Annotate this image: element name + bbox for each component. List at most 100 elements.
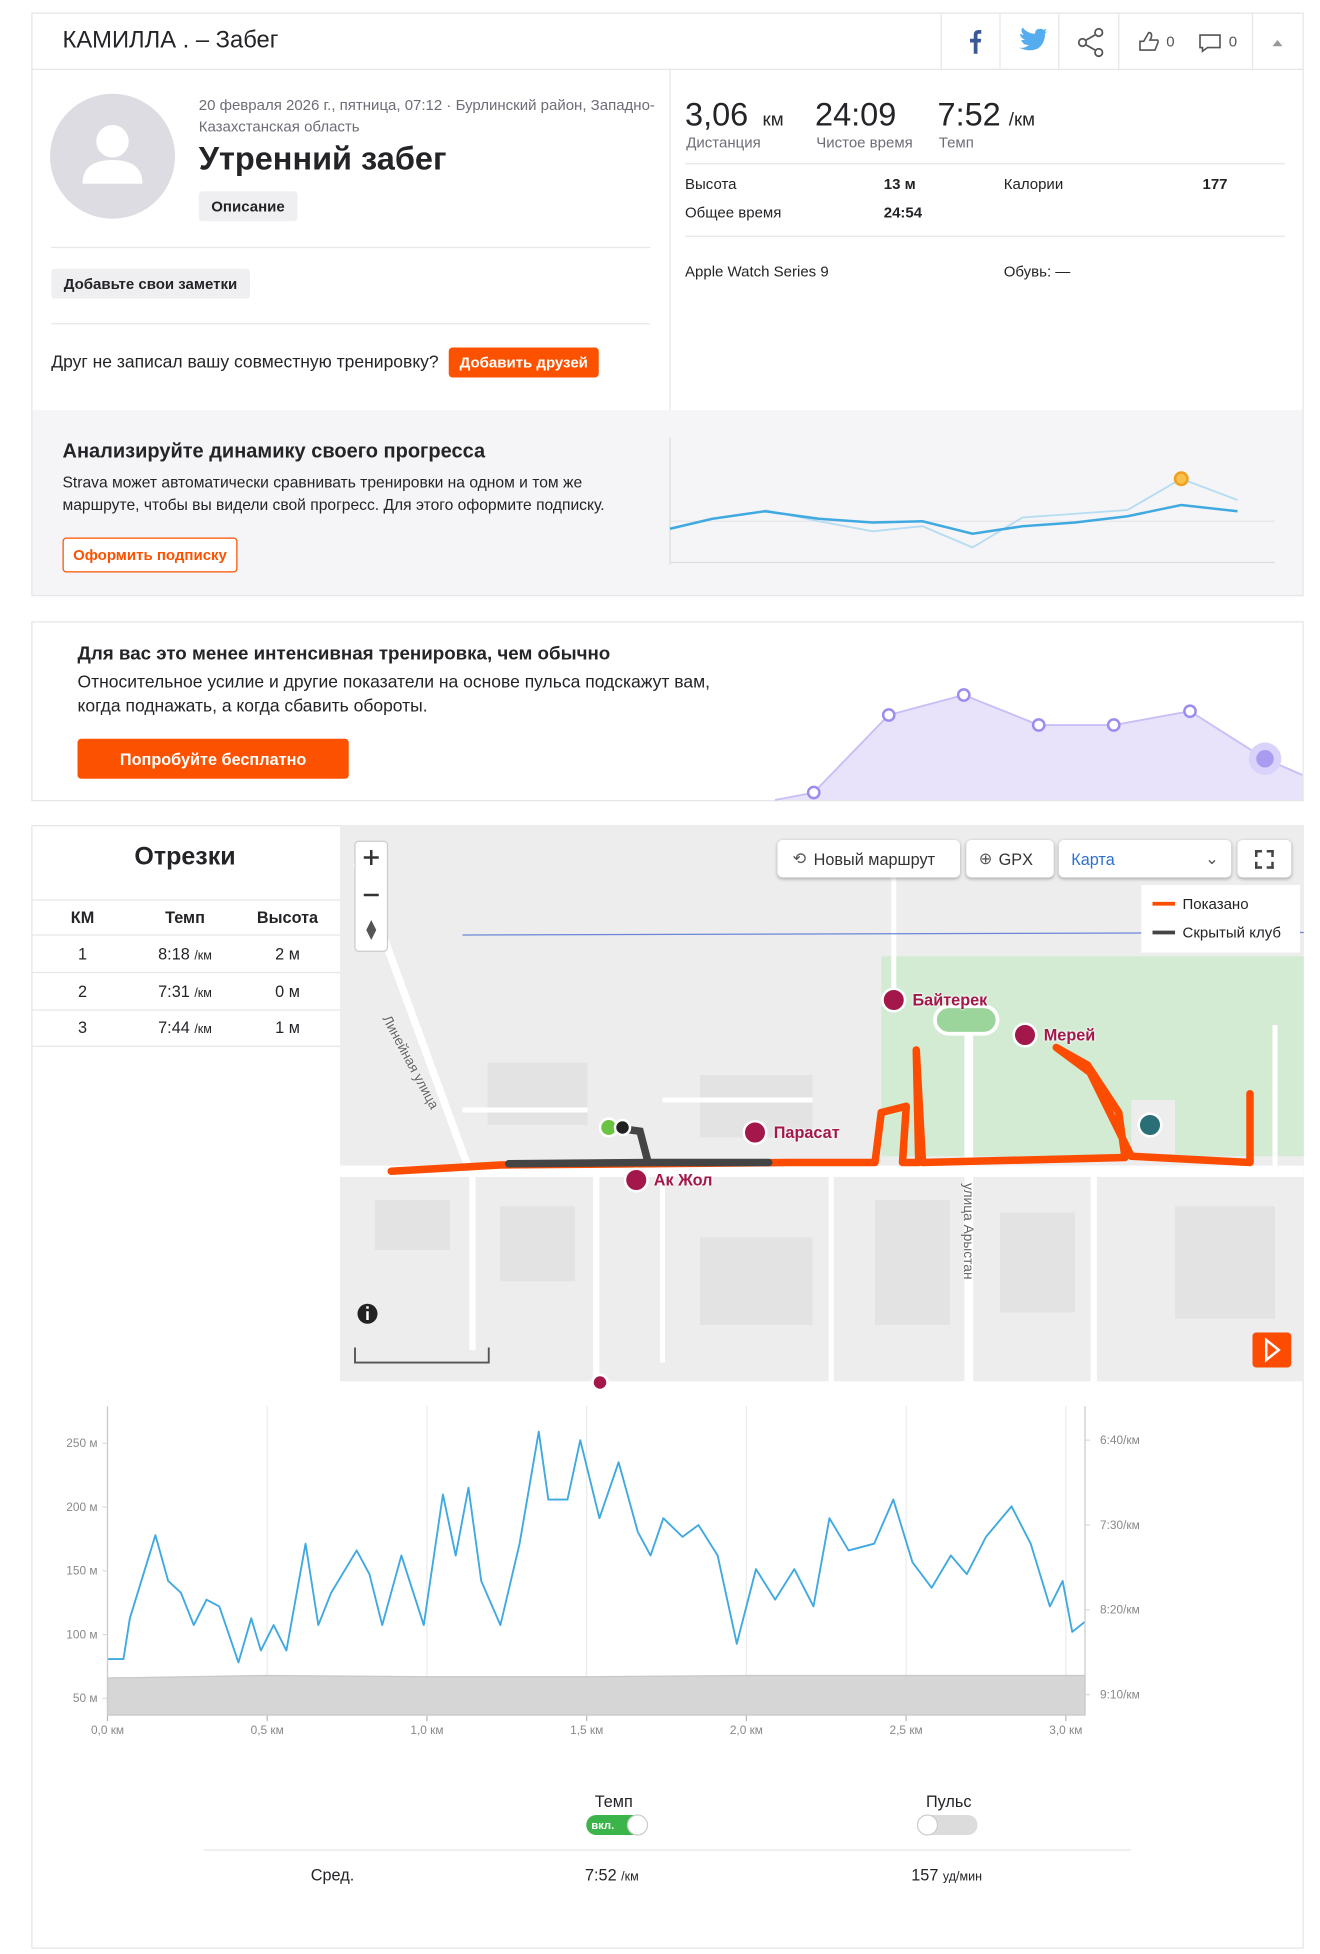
building bbox=[375, 1200, 450, 1250]
y-tick-label: 250 м bbox=[66, 1436, 97, 1450]
flyover-button[interactable] bbox=[1252, 1332, 1292, 1368]
subscribe-button[interactable]: Оформить подписку bbox=[62, 537, 238, 573]
park bbox=[881, 956, 1304, 1157]
trial-button[interactable]: Попробуйте бесплатно bbox=[77, 738, 349, 779]
header-icons bbox=[940, 13, 1254, 69]
promo-text: Strava может автоматически сравнивать тр… bbox=[62, 473, 583, 492]
stat-label: Темп bbox=[938, 133, 974, 152]
illustration-dot bbox=[1256, 750, 1274, 768]
map-pins bbox=[591, 987, 1038, 1392]
button-label: GPX bbox=[998, 849, 1033, 869]
y-tick-label: 50 м bbox=[73, 1691, 98, 1705]
header-title: КАМИЛЛА . – Забег bbox=[62, 27, 279, 54]
y-tick-label: 100 м bbox=[66, 1627, 97, 1641]
share-node bbox=[1077, 37, 1088, 48]
building bbox=[500, 1206, 575, 1282]
pace-chart: 0,0 км 0,5 км 1,0 км 1,5 км 2,0 км 2,5 км 3,0 … bbox=[66, 1406, 1140, 1737]
add-friends-button[interactable]: Добавить друзей bbox=[448, 347, 599, 378]
splits-header: КМ bbox=[70, 908, 95, 927]
route-shown bbox=[387, 1043, 1254, 1175]
facebook-icon[interactable] bbox=[970, 30, 982, 54]
progress-illustration bbox=[669, 437, 1275, 565]
collapse-icon[interactable] bbox=[1272, 40, 1283, 47]
detail-label: Калории bbox=[1003, 175, 1064, 193]
map-type-select[interactable]: Карта ⌄ bbox=[1058, 840, 1232, 878]
download-icon: ⊕ bbox=[978, 848, 993, 868]
split-pace-unit: /км bbox=[194, 986, 212, 1000]
y2-tick-label: 9:10/км bbox=[1100, 1687, 1140, 1701]
share-icon[interactable] bbox=[1077, 27, 1104, 58]
split-km: 1 bbox=[77, 944, 88, 964]
toggle-label: Темп bbox=[594, 1791, 633, 1811]
promo-text: маршруте, чтобы вы видели свой прогресс.… bbox=[62, 496, 605, 514]
x-tick-label: 1,5 км bbox=[570, 1723, 603, 1737]
detail-label: Высота bbox=[685, 175, 737, 193]
stat-value: 7:52 bbox=[937, 95, 1001, 134]
split-pace: 8:18 /км bbox=[158, 944, 212, 963]
split-elevation: 1 м bbox=[275, 1018, 300, 1037]
toggle-state: вкл. bbox=[591, 1818, 615, 1832]
shoes: Обувь: — bbox=[1003, 262, 1071, 281]
y2-tick-label: 7:30/км bbox=[1100, 1518, 1140, 1532]
avg-pace: 7:52 /км bbox=[585, 1866, 639, 1885]
place-label: Ак Жол bbox=[653, 1170, 713, 1190]
y2-tick-label: 8:20/км bbox=[1100, 1603, 1140, 1617]
detail-value: 177 bbox=[1202, 175, 1228, 193]
share-link bbox=[1085, 44, 1096, 51]
split-pace-value: 7:31 bbox=[158, 981, 190, 1000]
illustration-dot bbox=[881, 708, 896, 722]
building bbox=[700, 1237, 813, 1325]
promo-progress-bg bbox=[32, 410, 1303, 595]
like-count[interactable]: 0 bbox=[1166, 32, 1175, 51]
splits-lines bbox=[31, 899, 340, 1047]
compass[interactable] bbox=[366, 920, 377, 940]
splits-header: Темп bbox=[165, 908, 205, 927]
place-label: Мерей bbox=[1043, 1025, 1096, 1045]
play-icon bbox=[1265, 1337, 1281, 1363]
pin bbox=[742, 1120, 768, 1145]
split-km: 3 bbox=[77, 1018, 88, 1037]
avg-unit: уд/мин bbox=[942, 1870, 982, 1885]
route-hidden bbox=[505, 1158, 773, 1168]
x-tick-label: 0,0 км bbox=[91, 1723, 124, 1737]
end-marker bbox=[613, 1118, 632, 1137]
detail-value: 24:54 bbox=[883, 203, 923, 222]
fullscreen-icon bbox=[1255, 849, 1274, 869]
illustration-dot bbox=[1031, 718, 1046, 732]
notes-button[interactable]: Добавьте свои заметки bbox=[51, 268, 250, 299]
promo-text: когда поднажать, а когда сбавить обороты… bbox=[77, 695, 428, 715]
pin bbox=[1012, 1022, 1038, 1048]
illustration-dot bbox=[1106, 718, 1121, 732]
pin bbox=[881, 987, 907, 1013]
place-label: Парасат bbox=[773, 1123, 840, 1142]
fullscreen-button[interactable] bbox=[1237, 840, 1292, 878]
map[interactable] bbox=[340, 825, 1304, 1392]
gpx-button[interactable]: ⊕ GPX bbox=[966, 840, 1054, 878]
share-node bbox=[1094, 47, 1104, 58]
map-legend-box bbox=[1141, 885, 1300, 953]
promo-title: Для вас это менее интенсивная тренировка… bbox=[77, 643, 611, 665]
building bbox=[875, 1200, 950, 1325]
split-pace-unit: /км bbox=[194, 949, 212, 964]
zoom-in[interactable] bbox=[363, 850, 379, 865]
comment-icon[interactable] bbox=[1199, 34, 1221, 53]
toggle-knob bbox=[916, 1814, 939, 1836]
building bbox=[1000, 1212, 1075, 1313]
y-tick-label: 150 м bbox=[66, 1564, 97, 1578]
legend-label: Показано bbox=[1182, 895, 1249, 913]
twitter-icon[interactable] bbox=[1018, 27, 1048, 51]
like-icon[interactable] bbox=[1139, 31, 1159, 51]
comment-count[interactable]: 0 bbox=[1228, 32, 1238, 51]
pace-line bbox=[107, 1430, 1086, 1664]
avg-value: 157 bbox=[911, 1865, 939, 1885]
share-link bbox=[1085, 34, 1096, 41]
description-button[interactable]: Описание bbox=[198, 191, 298, 222]
friend-prompt: Друг не записал вашу совместную трениров… bbox=[51, 351, 439, 372]
stat-unit: км bbox=[762, 109, 784, 131]
x-tick-label: 1,0 км bbox=[410, 1723, 443, 1737]
device: Apple Watch Series 9 bbox=[685, 262, 829, 281]
illustration-area bbox=[775, 695, 1303, 800]
new-route-button[interactable]: ⟲ Новый маршрут bbox=[777, 840, 960, 878]
stat-value: 24:09 bbox=[815, 95, 897, 134]
